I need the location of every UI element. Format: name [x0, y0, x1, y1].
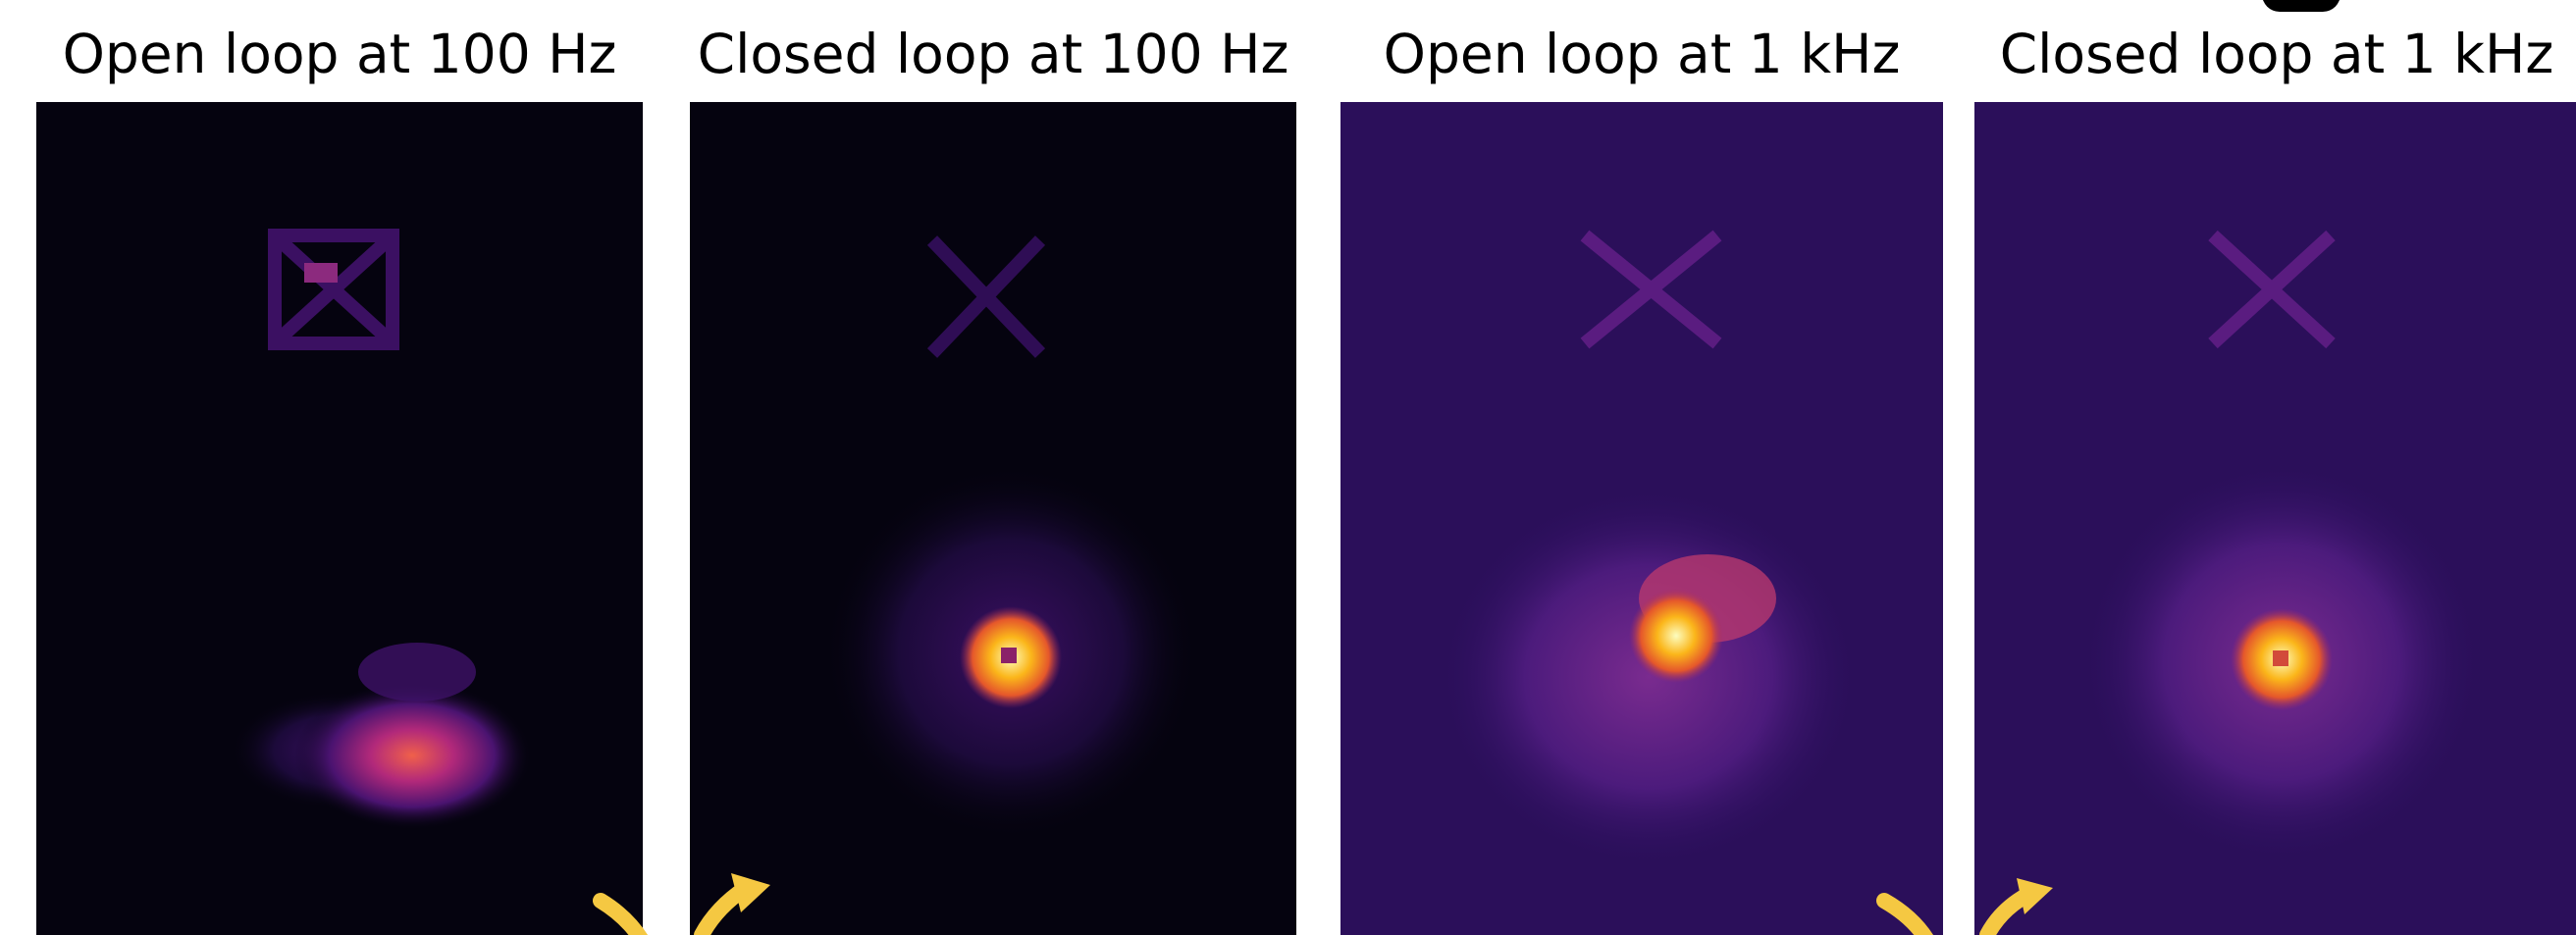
panel-title: Closed loop at 1 kHz [2000, 23, 2554, 85]
image-panel [1974, 102, 2576, 935]
image-panel [690, 102, 1296, 935]
panel-title: Open loop at 100 Hz [63, 23, 617, 85]
panel-title: Open loop at 1 kHz [1384, 23, 1901, 85]
logo-fragment [2263, 0, 2339, 12]
image-panel [1341, 102, 1943, 935]
arrowhead [731, 873, 2053, 914]
image-panel [36, 102, 643, 935]
panel-title: Closed loop at 100 Hz [698, 23, 1289, 85]
